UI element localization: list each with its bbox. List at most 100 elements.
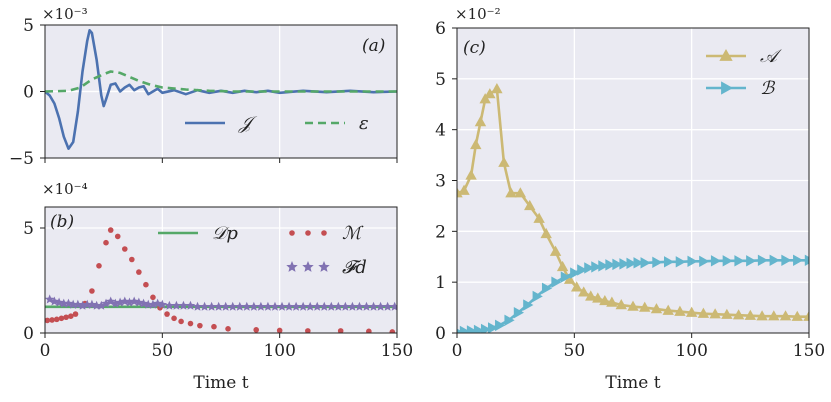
panel-c-series-1-marker-32: [734, 255, 745, 267]
panel-c-series-0-marker-21: [599, 294, 611, 306]
panel-a-label: (a): [362, 36, 385, 56]
panel-b-series-1-dot-25: [225, 326, 231, 332]
panel-c-series-1-marker-27: [675, 256, 686, 268]
panel-c-series-0-marker-9: [505, 187, 517, 198]
panel-b-series-2-star-25: [164, 300, 175, 310]
panel-c-series-1-marker-23: [633, 257, 644, 269]
panel-b-grid: [45, 207, 397, 333]
panel-b-series-1-dot-8: [89, 288, 95, 294]
panel-b-legend-0-label: 𝒟p: [212, 223, 238, 244]
panel-a-series-1-line: [45, 70, 397, 93]
panel-b-series-1-dot-9: [96, 263, 102, 269]
panel-c-series-1-marker-20: [612, 258, 623, 271]
panel-c-series-0-marker-38: [791, 310, 803, 321]
panel-b-series-2-star-36: [242, 301, 252, 311]
panel-b-series-2-star-28: [185, 300, 196, 310]
panel-c-series-1-marker-28: [687, 255, 698, 268]
panel-c-series-0-marker-37: [779, 310, 792, 321]
panel-c-xtick-label-3: 150: [793, 341, 825, 361]
panel-c-series-0-marker-29: [685, 306, 698, 317]
panel-b-legend-1-dot-2: [321, 230, 327, 236]
panel-b-series-2-star-24: [157, 299, 168, 309]
panel-c-series-0-marker-7: [491, 83, 503, 94]
panel-c-series-0-marker-18: [578, 286, 590, 297]
panel-b-series-1-dot-12: [114, 233, 121, 240]
panel-c-series-1-marker-37: [793, 254, 804, 267]
panel-b-series-2-star-47: [319, 301, 330, 311]
panel-b-series-1-dot-10: [103, 239, 109, 246]
panel-c-series-1-marker-19: [605, 259, 616, 271]
panel-c-series-0-marker-32: [721, 308, 733, 319]
panel-b-series-1-dot-19: [164, 311, 170, 317]
panel-b-series-1-dot-26: [253, 327, 259, 333]
panel-b-series-2-star-57: [389, 301, 397, 311]
panel-b-series-2-star-29: [192, 301, 203, 311]
panel-c-series-1-marker-15: [577, 264, 588, 276]
panel-b-series-1-dot-14: [129, 256, 135, 263]
panel-b-series-2-star-51: [347, 301, 358, 311]
panel-c-ytick-label-5: 5: [435, 70, 446, 90]
panel-c-series-0-marker-24: [627, 300, 639, 311]
panel-c-series-0-marker-8: [498, 156, 510, 167]
panel-c-xtick-label-0: 0: [452, 341, 463, 361]
panel-c-series-1-marker-34: [757, 254, 769, 267]
panel-c-series-0-marker-20: [592, 292, 604, 303]
panel-c-series-0-marker-22: [606, 296, 618, 307]
panel-b-series-2-star-31: [206, 301, 217, 311]
panel-b-series-1-dot-31: [389, 329, 396, 333]
panel-b-series-1-dot-5: [68, 313, 74, 320]
panel-c-series-0-marker-36: [768, 310, 780, 321]
panel-b-series-2-star-12: [101, 298, 111, 308]
panel-b-series-2-star-33: [220, 301, 231, 311]
panel-b-series-1-dot-22: [187, 320, 194, 327]
panel-c-legend-1-label: ℬ: [760, 78, 776, 99]
panel-c-ytick-label-1: 1: [435, 273, 446, 293]
panel-b: 0 50 100 150 0 5 ×10⁻⁴ (b) 𝒟p ℳ 𝓕d Time t: [23, 180, 413, 393]
panel-a-ytick-label-2: 5: [23, 16, 34, 36]
panel-c-series-1-marker-24: [640, 257, 651, 269]
panel-b-series: [45, 227, 397, 333]
panel-b-series-2-star-49: [333, 301, 344, 311]
panel-b-scale-label: ×10⁻⁴: [42, 180, 88, 198]
panel-c-ytick-label-2: 2: [435, 222, 446, 242]
panel-c-series-1-marker-5: [488, 322, 499, 333]
panel-c-series-1-marker-29: [699, 255, 710, 268]
panel-c-series-0-marker-30: [697, 307, 710, 318]
panel-c-series-0-marker-26: [650, 303, 663, 314]
panel-a-ytick-label-0: −5: [9, 149, 34, 169]
panel-b-series-1-dot-11: [107, 227, 114, 233]
panel-b-series-2-star-37: [249, 301, 259, 311]
panel-a-ticks: −5 0 5: [9, 16, 398, 169]
panel-c-label: (c): [463, 38, 486, 58]
panel-b-series-2-star-55: [375, 301, 386, 311]
panel-b-series-2-star-44: [298, 301, 308, 311]
panel-c-series-0-marker-31: [709, 308, 721, 319]
panel-b-series-1-dot-20: [171, 315, 177, 322]
panel-c-ytick-label-3: 3: [435, 172, 446, 192]
panel-b-ytick-label-1: 5: [23, 219, 34, 239]
panel-b-series-1-dot-15: [136, 269, 142, 275]
panel-b-series-2-star-50: [340, 301, 351, 311]
panel-c-series-0-marker-19: [585, 290, 597, 301]
panel-c-series-1-marker-21: [619, 258, 630, 270]
panel-b-series-2-star-43: [291, 301, 301, 311]
panel-b-series-2-star-41: [277, 301, 287, 311]
panel-c-series-0-marker-33: [732, 309, 745, 320]
panel-c-series-0-marker-2: [465, 169, 477, 180]
panel-c-ytick-label-4: 4: [435, 121, 446, 141]
panel-b-series-1-dot-28: [305, 328, 311, 333]
panel-b-series-2-star-42: [284, 301, 294, 311]
panel-c-series-1-marker-36: [781, 254, 792, 267]
panel-b-label: (b): [50, 212, 74, 232]
panel-b-series-2-star-11: [96, 300, 107, 310]
panel-c-series-1-marker-17: [591, 261, 602, 273]
panel-c-series-1-marker-16: [584, 262, 595, 274]
panel-b-xtick-label-3: 150: [381, 341, 413, 361]
panel-b-series-2-star-26: [171, 300, 182, 310]
panel-c-series-1-marker-13: [560, 271, 571, 283]
panel-b-series-1-dot-27: [276, 327, 283, 333]
panel-a-series-0-line: [45, 29, 397, 150]
panel-b-series-2-star-45: [305, 301, 315, 311]
panel-b-series-2-star-39: [263, 301, 273, 311]
panel-b-series-2-star-30: [199, 301, 210, 311]
